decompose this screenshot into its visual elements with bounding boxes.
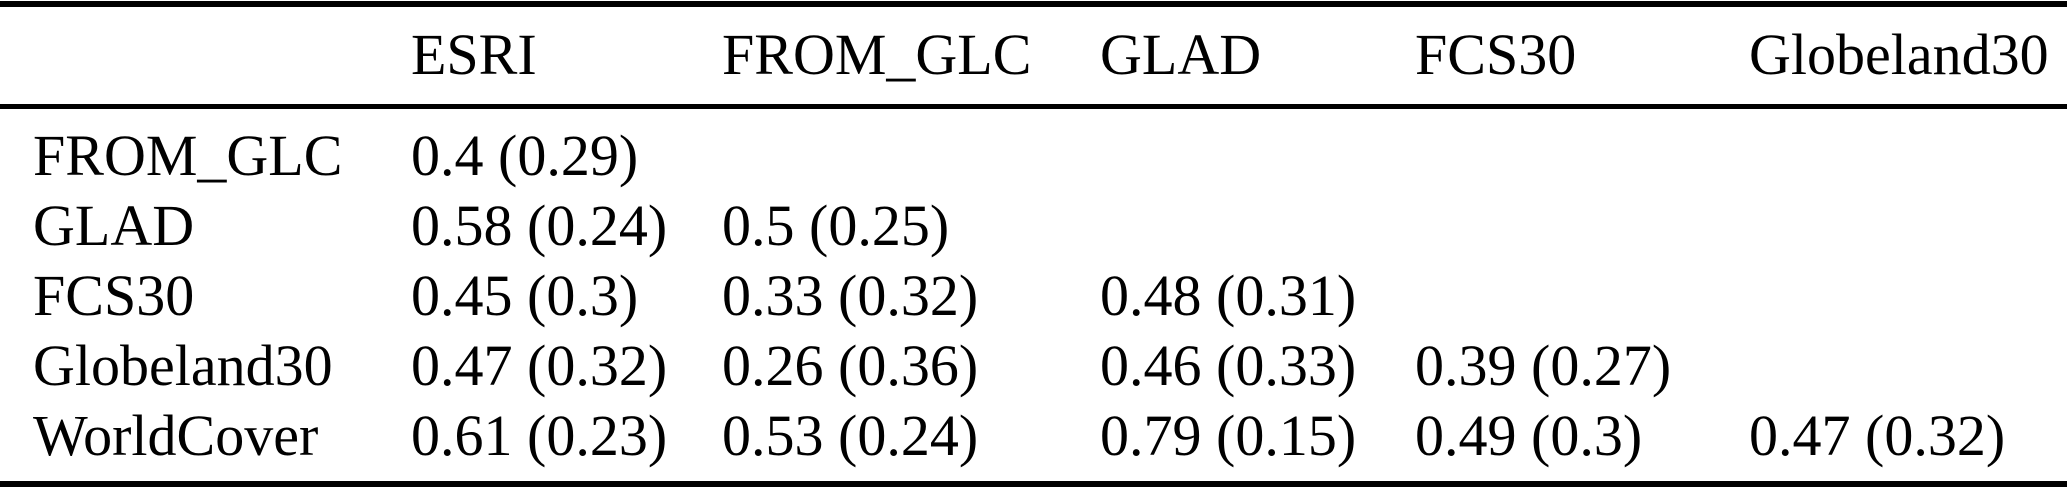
comparison-matrix-table: ESRI FROM_GLC GLAD FCS30 Globeland30 FRO…	[0, 0, 2067, 471]
table-row-glad: GLAD 0.58 (0.24) 0.5 (0.25)	[0, 191, 2067, 261]
table-row-fcs30: FCS30 0.45 (0.3) 0.33 (0.32) 0.48 (0.31)	[0, 261, 2067, 331]
column-header-esri: ESRI	[411, 21, 537, 87]
table-bottom-rule	[0, 481, 2067, 487]
value-cell: 0.46 (0.33)	[1100, 333, 1357, 398]
row-header: FCS30	[33, 263, 195, 328]
value-cell: 0.47 (0.32)	[1749, 403, 2006, 468]
row-header: FROM_GLC	[33, 123, 343, 188]
column-header-from-glc: FROM_GLC	[722, 21, 1032, 87]
value-cell	[1415, 261, 1749, 331]
row-header: WorldCover	[33, 403, 319, 468]
value-cell: 0.49 (0.3)	[1415, 403, 1643, 468]
value-cell: 0.79 (0.15)	[1100, 403, 1357, 468]
value-cell	[1100, 121, 1415, 191]
table-top-rule	[0, 1, 2067, 7]
value-cell	[1100, 191, 1415, 261]
column-header-fcs30: FCS30	[1415, 21, 1577, 87]
value-cell	[1749, 121, 2067, 191]
column-header-globeland30: Globeland30	[1749, 21, 2049, 87]
value-cell: 0.39 (0.27)	[1415, 333, 1672, 398]
value-cell: 0.47 (0.32)	[411, 333, 668, 398]
column-header-glad: GLAD	[1100, 21, 1262, 87]
table-header-rule	[0, 104, 2067, 109]
value-cell: 0.26 (0.36)	[722, 333, 979, 398]
value-cell: 0.48 (0.31)	[1100, 263, 1357, 328]
table-row-from-glc: FROM_GLC 0.4 (0.29)	[0, 121, 2067, 191]
value-cell: 0.33 (0.32)	[722, 263, 979, 328]
value-cell: 0.61 (0.23)	[411, 403, 668, 468]
value-cell	[1749, 261, 2067, 331]
corner-cell	[0, 0, 411, 109]
value-cell: 0.5 (0.25)	[722, 193, 950, 258]
header-row: ESRI FROM_GLC GLAD FCS30 Globeland30	[0, 0, 2067, 109]
value-cell	[722, 121, 1100, 191]
table-row-globeland30: Globeland30 0.47 (0.32) 0.26 (0.36) 0.46…	[0, 331, 2067, 401]
value-cell: 0.45 (0.3)	[411, 263, 639, 328]
row-header: Globeland30	[33, 333, 333, 398]
spacer-row	[0, 109, 2067, 121]
value-cell: 0.53 (0.24)	[722, 403, 979, 468]
value-cell	[1415, 191, 1749, 261]
value-cell: 0.58 (0.24)	[411, 193, 668, 258]
value-cell	[1749, 331, 2067, 401]
table-row-worldcover: WorldCover 0.61 (0.23) 0.53 (0.24) 0.79 …	[0, 401, 2067, 471]
value-cell	[1749, 191, 2067, 261]
value-cell	[1415, 121, 1749, 191]
row-header: GLAD	[33, 193, 195, 258]
value-cell: 0.4 (0.29)	[411, 123, 639, 188]
